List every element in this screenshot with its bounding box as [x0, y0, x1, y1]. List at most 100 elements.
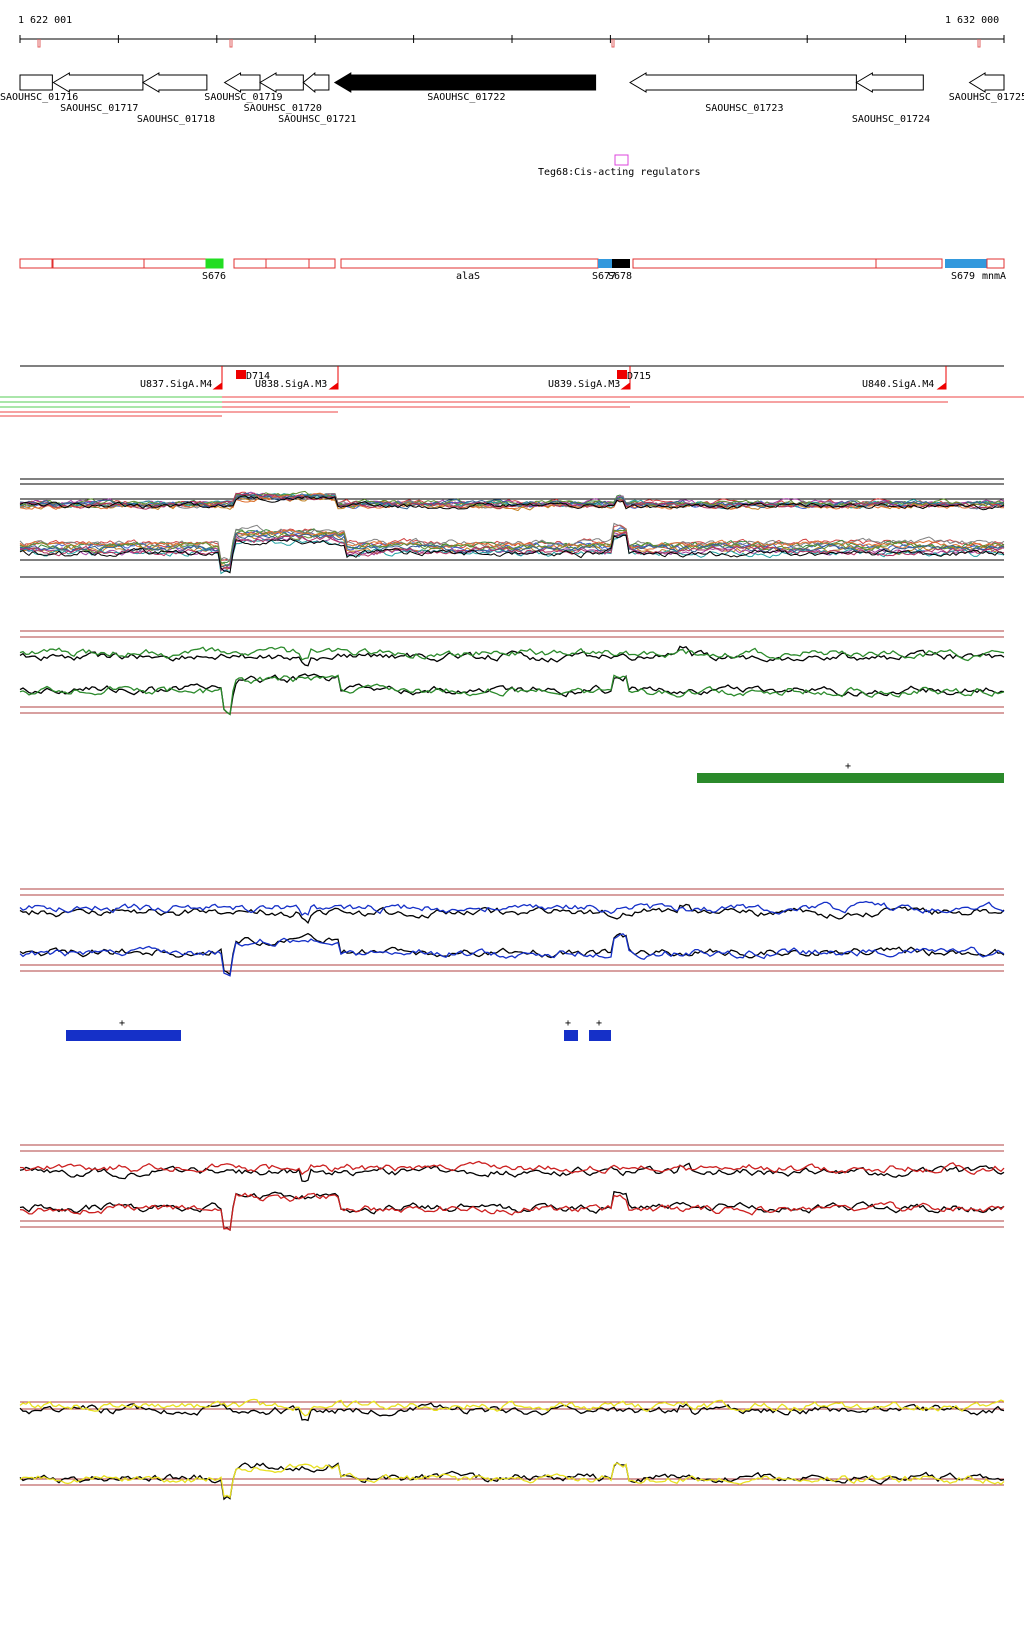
reference-signal-top — [19, 1402, 1005, 1422]
sample-signal-top — [19, 900, 1005, 916]
reference-signal-bottom — [19, 1190, 1005, 1232]
promoter-arrow-icon[interactable] — [936, 366, 947, 390]
expression-blue-track — [19, 888, 1005, 977]
transcript-label-s677: S677 — [592, 271, 616, 282]
ruler-marker — [611, 39, 615, 48]
condition-signal-top — [19, 492, 1005, 510]
regulator-feature: Teg68:Cis-acting regulators — [538, 154, 701, 178]
terminator-label-d714: D714 — [246, 371, 270, 382]
transcript-box[interactable] — [19, 258, 53, 269]
transcript-s677[interactable] — [598, 259, 612, 268]
transcript-label-alas: alaS — [456, 271, 480, 282]
transcript-label-s676: S676 — [202, 271, 226, 282]
promoter-arrow-icon[interactable] — [328, 366, 339, 390]
gene-arrow[interactable] — [629, 72, 857, 93]
transcript-box[interactable] — [875, 258, 943, 269]
condition-signal-bottom — [19, 529, 1005, 567]
gene-arrow[interactable] — [19, 74, 53, 91]
coordinate-ruler: 1 622 001 1 632 000 — [18, 15, 1005, 48]
green-segment-track: + — [697, 761, 1004, 783]
condition-signal-top — [19, 492, 1005, 510]
terminator-d714-icon[interactable] — [236, 370, 246, 379]
promoter-arrow-icon[interactable] — [620, 366, 631, 390]
gene-label: SAOUHSC_01716 — [0, 92, 78, 103]
promoter-track: U837.SigA.M4 D714 U838.SigA.M3 U839.SigA… — [0, 365, 1024, 417]
promoter-label-u838: U838.SigA.M3 — [255, 379, 327, 390]
reference-signal-bottom — [19, 932, 1005, 976]
transcript-s678[interactable] — [612, 259, 630, 268]
transcript-box[interactable] — [340, 258, 599, 269]
promoter-arrow-icon[interactable] — [212, 366, 223, 390]
transcript-box[interactable] — [986, 258, 1005, 269]
terminator-d715-icon[interactable] — [617, 370, 627, 379]
green-segment[interactable] — [697, 773, 1004, 783]
gene-arrow[interactable] — [302, 71, 330, 94]
transcript-s679[interactable] — [945, 259, 987, 268]
blue-segment[interactable] — [564, 1030, 578, 1041]
gene-arrow[interactable] — [52, 72, 144, 93]
regulator-label: Teg68:Cis-acting regulators — [538, 167, 701, 178]
gene-arrow[interactable] — [259, 72, 304, 93]
ruler-marker — [977, 39, 981, 48]
blue-segment[interactable] — [589, 1030, 611, 1041]
expression-yellow-track — [19, 1398, 1005, 1501]
reference-signal-top — [19, 645, 1005, 667]
sample-signal-bottom — [19, 1462, 1005, 1499]
gene-label: SAOUHSC_01717 — [60, 103, 138, 114]
gene-label: SAOUHSC_01724 — [852, 114, 930, 125]
expression-green-track — [19, 630, 1005, 716]
terminator-label-d715: D715 — [627, 371, 651, 382]
condition-signal-top — [19, 495, 1005, 511]
promoter-label-u837: U837.SigA.M4 — [140, 379, 212, 390]
green-segment-label: + — [845, 761, 851, 772]
gene-arrow[interactable] — [223, 72, 261, 93]
transcript-label-s678: S678 — [608, 271, 632, 282]
regulator-box-icon[interactable] — [614, 154, 629, 166]
transcript-box[interactable] — [632, 258, 877, 269]
condition-signal-bottom — [19, 534, 1005, 574]
gene-label: SAOUHSC_01723 — [705, 103, 783, 114]
transcript-label-mnma: mnmA — [982, 271, 1006, 282]
reference-signal-bottom — [19, 673, 1005, 716]
transcript-box[interactable] — [52, 258, 145, 269]
promoter-label-u840: U840.SigA.M4 — [862, 379, 934, 390]
expression-multi-condition-track — [19, 478, 1005, 578]
sample-signal-top — [19, 1160, 1005, 1176]
reference-signal-top — [19, 1162, 1005, 1183]
condition-signal-bottom — [19, 522, 1005, 563]
blue-segment[interactable] — [66, 1030, 181, 1041]
blue-segment-label: + — [596, 1018, 602, 1029]
ruler-start-label: 1 622 001 — [18, 15, 72, 26]
gene-label: SAOUHSC_01721 — [278, 114, 356, 125]
gene-arrow[interactable] — [141, 72, 208, 93]
sample-signal-bottom — [19, 674, 1005, 716]
sample-signal-top — [19, 646, 1005, 662]
blue-segment-label: + — [565, 1018, 571, 1029]
ruler-marker — [37, 39, 41, 48]
gene-label: SAOUHSC_01719 — [204, 92, 282, 103]
blue-segment-track: + + + — [66, 1018, 611, 1041]
expression-red-track — [19, 1144, 1005, 1232]
gene-label: SAOUHSC_01718 — [137, 114, 215, 125]
gene-arrow[interactable] — [968, 72, 1005, 93]
sample-signal-bottom — [19, 1192, 1005, 1231]
blue-segment-label: + — [119, 1018, 125, 1029]
sample-signal-top — [19, 1398, 1005, 1417]
gene-label: SAOUHSC_01725 — [949, 92, 1024, 103]
gene-arrow[interactable] — [855, 72, 924, 93]
transcript-box[interactable] — [143, 258, 207, 269]
ruler-end-label: 1 632 000 — [945, 15, 999, 26]
promoter-label-u839: U839.SigA.M3 — [548, 379, 620, 390]
reference-signal-top — [19, 903, 1005, 925]
transcript-box[interactable] — [265, 258, 310, 269]
transcript-box[interactable] — [233, 258, 267, 269]
transcript-track: S676 alaS S677 S678 S679 mnmA — [19, 258, 1006, 282]
transcript-s676[interactable] — [205, 258, 224, 269]
transcript-box[interactable] — [308, 258, 336, 269]
transcript-label-s679: S679 — [951, 271, 975, 282]
condition-signal-bottom — [19, 532, 1005, 568]
gene-label: SAOUHSC_01720 — [244, 103, 322, 114]
gene-arrow[interactable] — [333, 72, 597, 93]
